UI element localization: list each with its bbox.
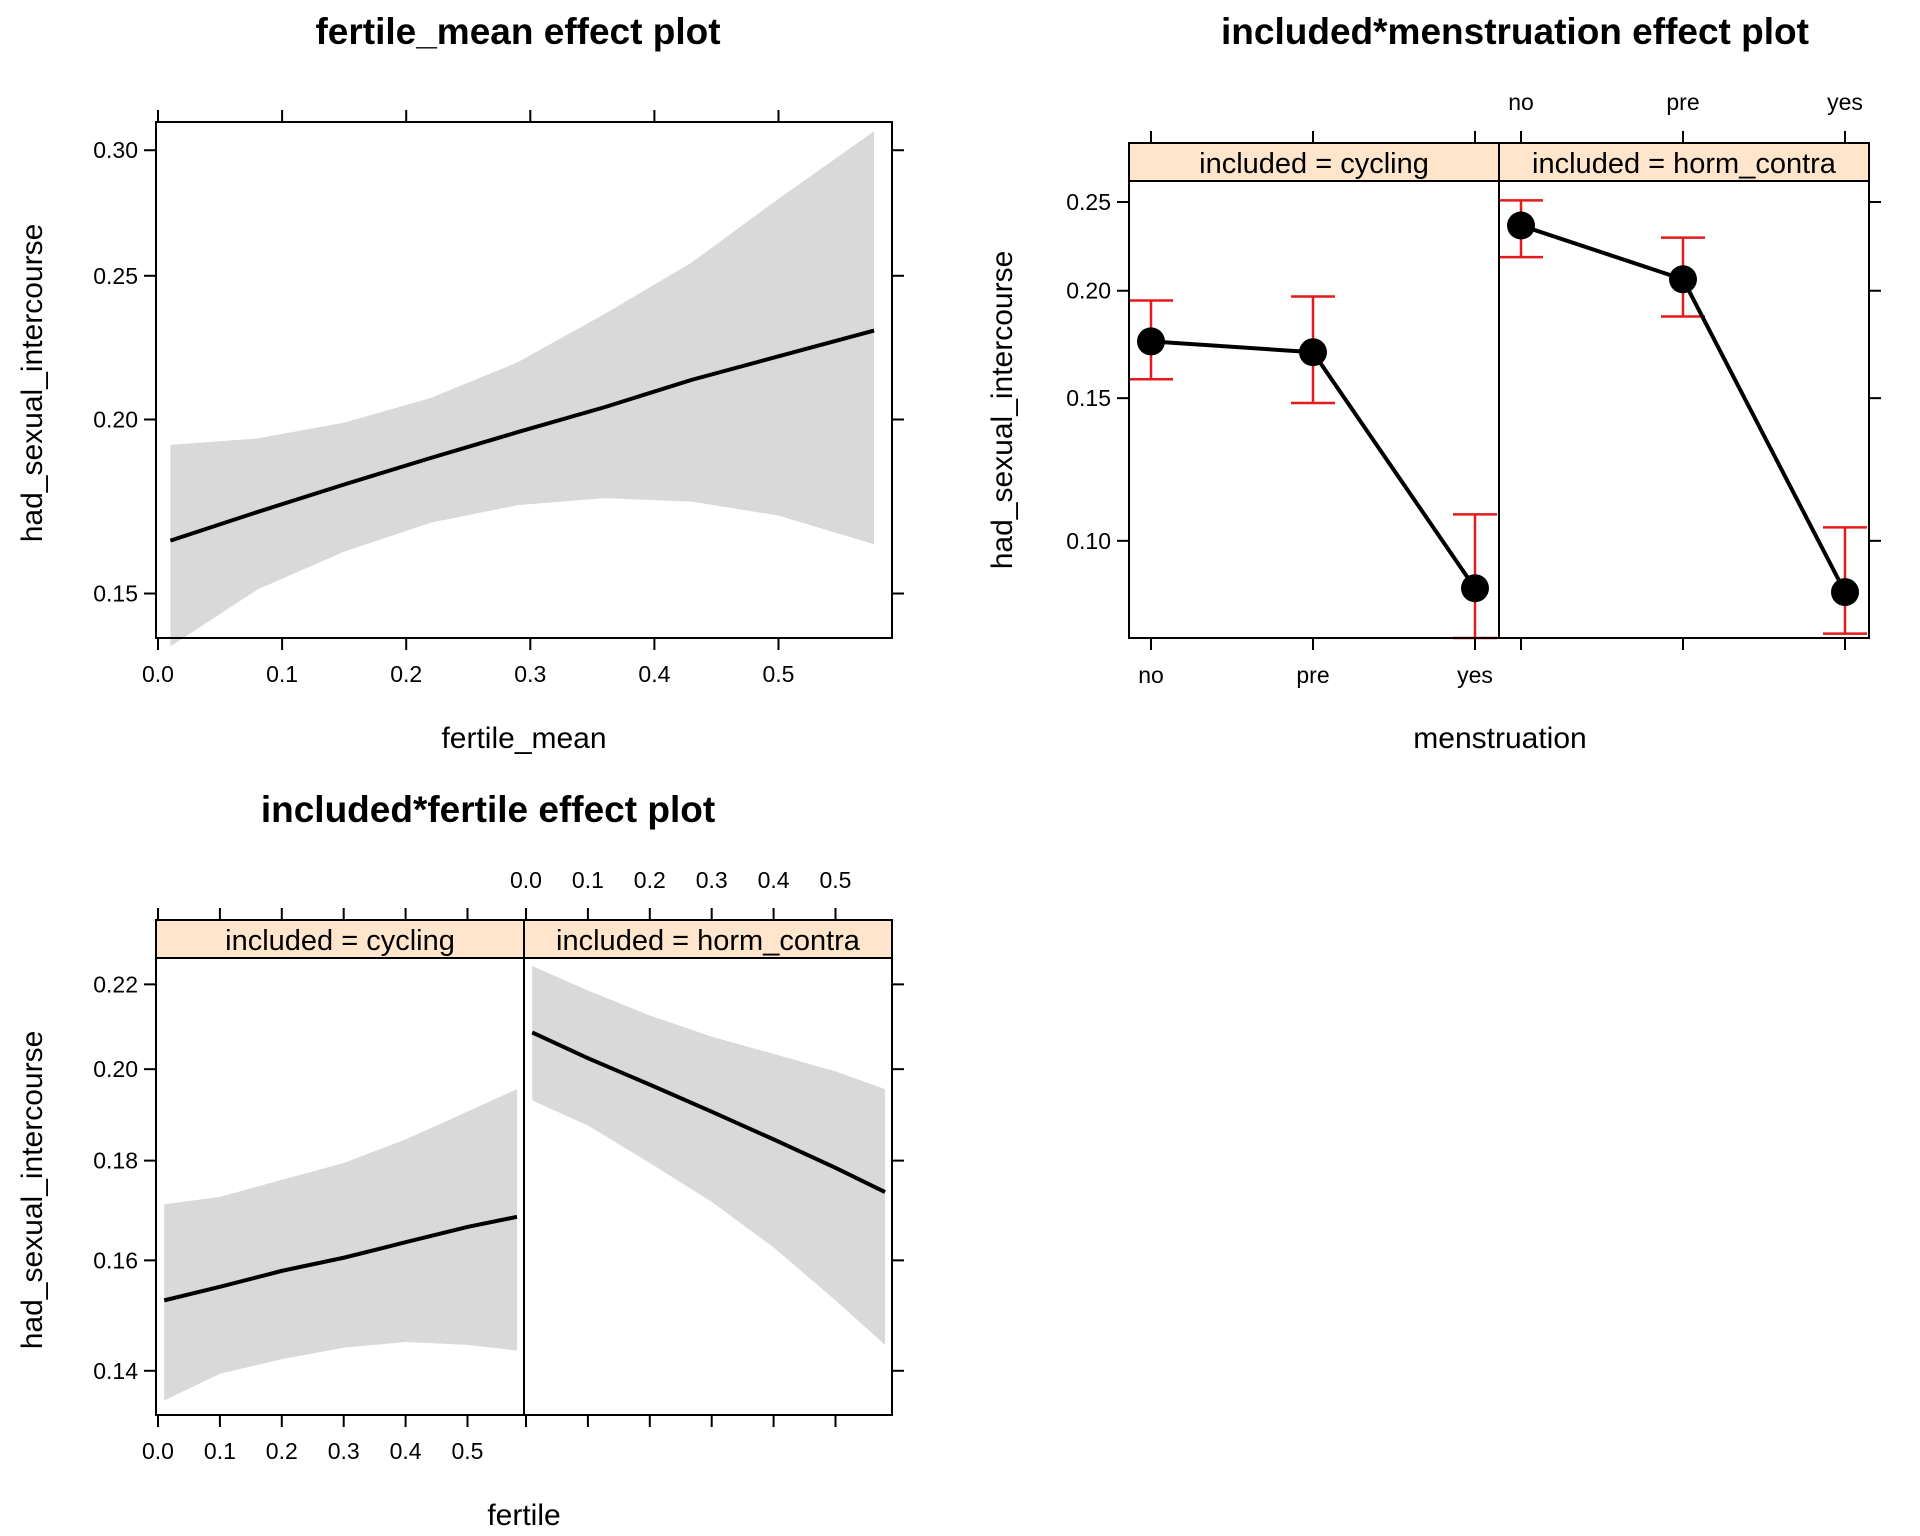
chart-title: included*menstruation effect plot bbox=[1221, 11, 1809, 52]
x-ticks: 0.0 0.0 0.1 0.1 0.2 0.2 0.3 0.3 0.4 0.4 0.5 0.5 bbox=[142, 867, 851, 1464]
x-tick-label-top: 0.1 bbox=[572, 867, 604, 893]
confidence-band bbox=[164, 1089, 518, 1401]
x-tick-label-top: 0.4 bbox=[758, 867, 790, 893]
y-tick-label: 0.25 bbox=[1066, 189, 1111, 215]
fit-line-layer bbox=[169, 328, 875, 543]
fit-line bbox=[531, 1030, 886, 1194]
panel-marks bbox=[1129, 295, 1497, 640]
panel-cycling: included = cycling bbox=[1128, 142, 1500, 640]
x-tick-label: 0.2 bbox=[390, 661, 422, 687]
x-tick-label-top: no bbox=[1508, 89, 1534, 115]
confidence-band bbox=[532, 966, 886, 1345]
x-axis-label: fertile bbox=[487, 1499, 560, 1532]
menstruation-effect-plot: included*menstruation effect plot had_se… bbox=[986, 11, 1881, 755]
x-tick-label: 0.3 bbox=[328, 1438, 360, 1464]
y-axis-label: had_sexual_intercourse bbox=[16, 1031, 49, 1350]
point-estimate bbox=[1507, 211, 1535, 240]
x-ticks: 0.0 0.1 0.2 0.3 0.4 0.5 bbox=[142, 110, 794, 687]
y-tick-label: 0.30 bbox=[93, 137, 138, 163]
y-tick-label: 0.16 bbox=[93, 1247, 138, 1273]
x-tick-label-top: 0.0 bbox=[510, 867, 542, 893]
strip-background bbox=[523, 919, 893, 959]
strip-label: included = cycling bbox=[225, 925, 455, 957]
x-tick-label-top: 0.5 bbox=[820, 867, 852, 893]
x-tick-label-top: 0.3 bbox=[696, 867, 728, 893]
panel-horm-contra: included = horm_contra bbox=[1498, 142, 1870, 635]
x-tick-label: 0.1 bbox=[266, 661, 298, 687]
chart-title: included*fertile effect plot bbox=[261, 789, 715, 830]
y-tick-label: 0.15 bbox=[1066, 385, 1111, 411]
x-tick-label: 0.5 bbox=[452, 1438, 484, 1464]
y-tick-label: 0.10 bbox=[1066, 528, 1111, 554]
point-estimate bbox=[1299, 338, 1327, 367]
fit-line bbox=[163, 1214, 518, 1303]
y-axis-label: had_sexual_intercourse bbox=[16, 224, 49, 543]
x-tick-label: yes bbox=[1457, 662, 1493, 688]
chart-title: fertile_mean effect plot bbox=[315, 11, 720, 52]
point-estimate bbox=[1831, 578, 1859, 607]
y-axis-label: had_sexual_intercourse bbox=[986, 251, 1019, 570]
x-tick-label-top: pre bbox=[1666, 89, 1699, 115]
panel-marks bbox=[163, 1089, 518, 1401]
x-tick-label: no bbox=[1138, 662, 1164, 688]
fertile-mean-effect-plot: fertile_mean effect plot had_sexual_inte… bbox=[16, 11, 904, 755]
y-tick-label: 0.20 bbox=[93, 1056, 138, 1082]
y-tick-label: 0.18 bbox=[93, 1148, 138, 1174]
panel-marks bbox=[531, 966, 886, 1345]
y-tick-label: 0.22 bbox=[93, 971, 138, 997]
point-estimate bbox=[1461, 574, 1489, 603]
fertile-effect-plot: included*fertile effect plot had_sexual_… bbox=[16, 789, 904, 1532]
confidence-band-layer bbox=[170, 131, 875, 647]
plot-frame bbox=[155, 121, 893, 639]
x-tick-label: 0.0 bbox=[142, 661, 174, 687]
x-tick-label: 0.3 bbox=[514, 661, 546, 687]
y-tick-label: 0.20 bbox=[1066, 278, 1111, 304]
y-ticks: 0.10 0.15 0.20 0.25 bbox=[1066, 189, 1881, 554]
y-tick-label: 0.14 bbox=[93, 1358, 138, 1384]
strip-background bbox=[1498, 142, 1870, 182]
y-tick-label: 0.25 bbox=[93, 263, 138, 289]
x-tick-label-top: yes bbox=[1827, 89, 1863, 115]
panel-cycling: included = cycling bbox=[155, 919, 525, 1401]
x-tick-label: 0.4 bbox=[638, 661, 670, 687]
strip-label: included = horm_contra bbox=[556, 925, 861, 957]
panel-marks bbox=[1499, 199, 1867, 635]
confidence-band bbox=[170, 131, 875, 647]
y-tick-label: 0.15 bbox=[93, 581, 138, 607]
x-ticks: no no pre pre yes yes bbox=[1138, 89, 1863, 688]
y-ticks: 0.14 0.16 0.18 0.20 0.22 bbox=[93, 971, 904, 1384]
fit-line bbox=[169, 328, 875, 543]
x-tick-label: 0.0 bbox=[142, 1438, 174, 1464]
strip-label: included = horm_contra bbox=[1532, 148, 1837, 180]
x-axis-label: fertile_mean bbox=[441, 722, 606, 755]
x-tick-label-top: 0.2 bbox=[634, 867, 666, 893]
x-tick-label: 0.4 bbox=[390, 1438, 422, 1464]
y-tick-label: 0.20 bbox=[93, 407, 138, 433]
x-tick-label: 0.1 bbox=[204, 1438, 236, 1464]
panel-horm-contra: included = horm_contra bbox=[523, 919, 893, 1345]
point-estimate bbox=[1137, 327, 1165, 356]
point-estimate bbox=[1669, 265, 1697, 294]
x-tick-label: 0.5 bbox=[763, 661, 795, 687]
strip-background bbox=[155, 919, 525, 959]
y-ticks: 0.15 0.20 0.25 0.30 bbox=[93, 137, 904, 607]
x-tick-label: 0.2 bbox=[266, 1438, 298, 1464]
x-axis-label: menstruation bbox=[1413, 722, 1586, 755]
x-tick-label: pre bbox=[1296, 662, 1329, 688]
strip-label: included = cycling bbox=[1199, 148, 1429, 180]
